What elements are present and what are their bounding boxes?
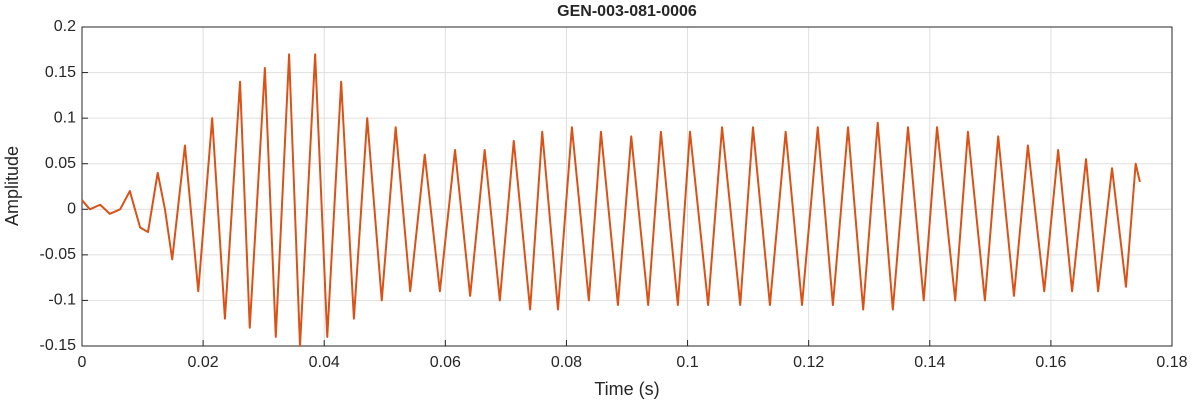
x-tick-label: 0.04 [309,354,340,371]
axes-box [81,26,1173,347]
y-tick-label: 0 [67,201,76,218]
x-tick-label: 0.16 [1035,354,1066,371]
waveform-line [81,53,1141,347]
y-tick-label: -0.05 [40,246,77,263]
y-tick-label: 0.05 [45,155,76,172]
x-tick-label: 0.18 [1156,354,1187,371]
y-tick-label: -0.1 [48,292,76,309]
y-tick-label: 0.15 [45,64,76,81]
x-tick-label: 0.08 [551,354,582,371]
x-tick-label: 0.06 [430,354,461,371]
x-tick-label: 0.1 [676,354,698,371]
x-tick-label: 0.02 [188,354,219,371]
x-tick-label: 0.14 [914,354,945,371]
y-tick-label: 0.2 [54,18,76,35]
x-tick-label: 0.12 [793,354,824,371]
y-tick-label: -0.15 [40,337,77,354]
x-tick-label: 0 [78,354,87,371]
y-axis-label: Amplitude [2,146,22,226]
y-tick-label: 0.1 [54,109,76,126]
chart-title: GEN-003-081-0006 [557,3,697,20]
x-axis-label: Time (s) [594,379,659,399]
